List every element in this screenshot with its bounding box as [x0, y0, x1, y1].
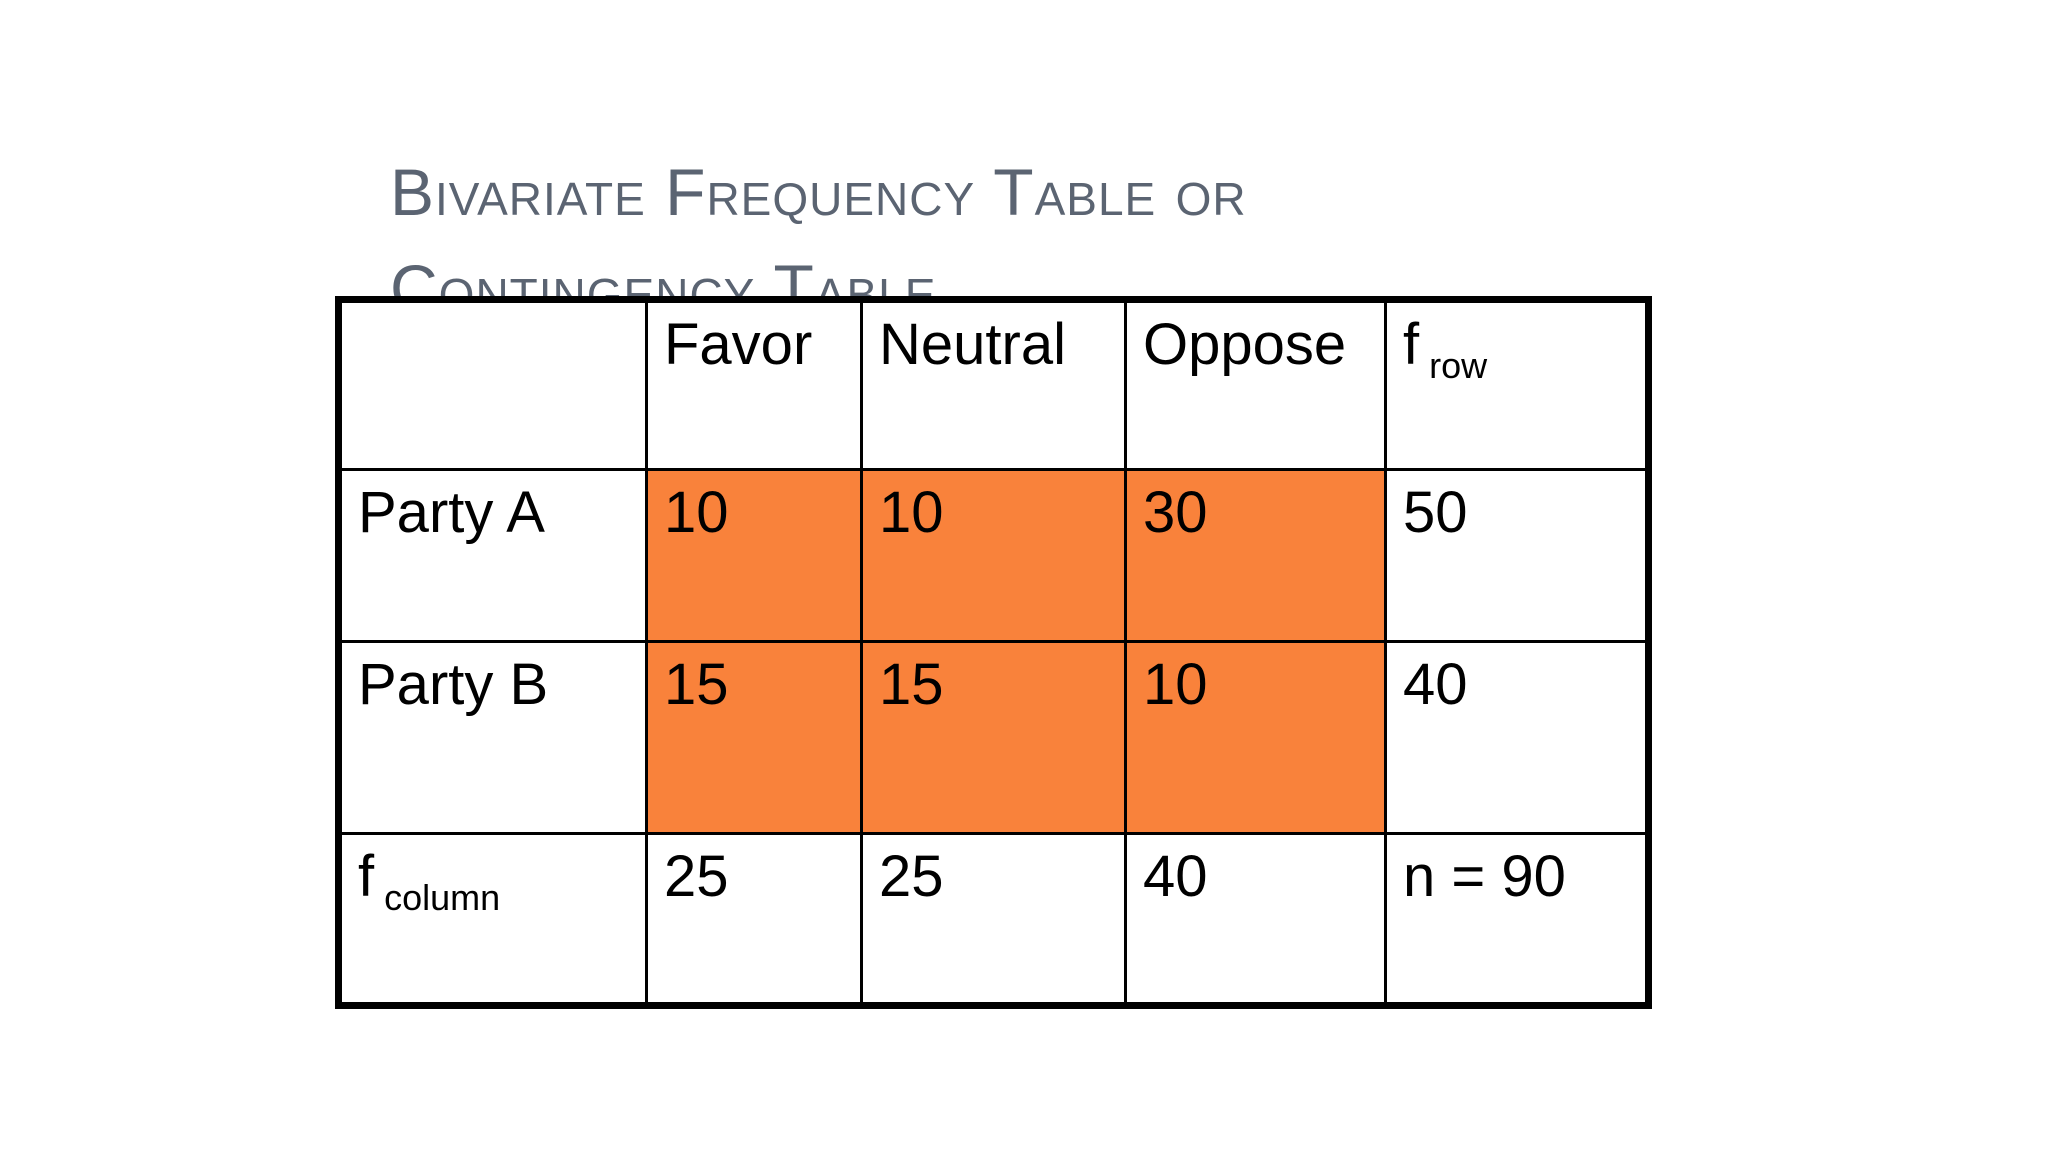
row-label-party-a: Party A: [337, 468, 648, 643]
header-cell-oppose: Oppose: [1124, 298, 1387, 471]
header-row: Favor Neutral Oppose f row: [337, 298, 1650, 471]
cell-party-b-neutral: 15: [860, 640, 1127, 835]
table-row-party-a: Party A 10 10 30 50: [337, 468, 1650, 643]
f-column-symbol: f: [358, 844, 375, 909]
row-label-f-column: f column: [337, 832, 648, 1007]
slide-title: Bivariate Frequency Table or Contingency…: [390, 144, 1247, 336]
cell-party-a-neutral: 10: [860, 468, 1127, 643]
f-column-subscript: column: [384, 877, 501, 918]
cell-f-column-neutral: 25: [860, 832, 1127, 1007]
header-cell-neutral: Neutral: [860, 298, 1127, 471]
cell-party-b-oppose: 10: [1124, 640, 1387, 835]
header-cell-f-row: f row: [1384, 298, 1650, 471]
cell-party-a-oppose: 30: [1124, 468, 1387, 643]
slide-title-line-1: Bivariate Frequency Table or: [390, 155, 1247, 230]
f-row-subscript: row: [1429, 345, 1488, 386]
header-cell-favor: Favor: [645, 298, 863, 471]
contingency-table: Favor Neutral Oppose f row Party A 10 10 …: [335, 296, 1652, 1009]
cell-grand-total: n = 90: [1384, 832, 1650, 1007]
f-row-symbol: f: [1403, 312, 1420, 377]
cell-f-column-favor: 25: [645, 832, 863, 1007]
cell-party-b-favor: 15: [645, 640, 863, 835]
table-row-f-column: f column 25 25 40 n = 90: [337, 832, 1650, 1007]
cell-f-column-oppose: 40: [1124, 832, 1387, 1007]
row-label-party-b: Party B: [337, 640, 648, 835]
cell-party-a-favor: 10: [645, 468, 863, 643]
cell-party-b-row-total: 40: [1384, 640, 1650, 835]
cell-party-a-row-total: 50: [1384, 468, 1650, 643]
header-cell-corner: [337, 298, 648, 471]
table-row-party-b: Party B 15 15 10 40: [337, 640, 1650, 835]
